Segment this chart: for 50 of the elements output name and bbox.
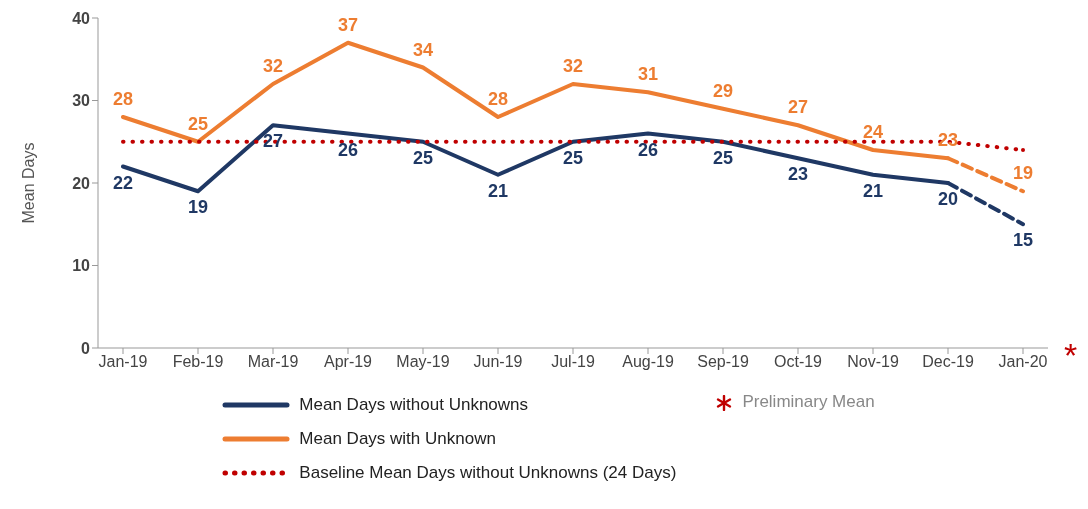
data-label: 28 [487, 89, 509, 109]
y-tick-label: 40 [72, 9, 91, 27]
x-tick-label: Sep-19 [697, 353, 749, 371]
y-tick-label: 20 [72, 174, 91, 192]
text: Preliminary Mean [742, 392, 875, 411]
data-label: 37 [337, 14, 359, 35]
data-label: 26 [337, 139, 359, 160]
data-label: 29 [712, 80, 734, 101]
data-label: 27 [262, 131, 284, 152]
legend-label: Mean Days with Unknown [299, 429, 496, 449]
data-label: 21 [862, 180, 884, 201]
legend-label: Baseline Mean Days without Unknowns (24 Days) [299, 463, 677, 483]
text: * [1064, 336, 1078, 374]
x-tick-label: Dec-19 [922, 353, 974, 371]
data-label: 21 [487, 180, 509, 201]
y-tick-label: 0 [81, 339, 91, 357]
x-tick-label: Mar-19 [247, 353, 299, 371]
legend-label: Mean Days without Unknowns [299, 395, 529, 415]
data-label: 22 [112, 172, 134, 193]
x-tick-label: Apr-19 [323, 353, 373, 371]
x-tick-label: Jul-19 [551, 353, 595, 371]
x-tick-label: Nov-19 [847, 353, 899, 371]
data-label: 27 [787, 97, 809, 118]
x-tick-label: Oct-19 [773, 353, 823, 371]
data-label: 25 [562, 147, 584, 168]
data-label: 19 [1012, 163, 1034, 184]
data-label: 31 [637, 64, 659, 85]
x-tick-label: Jan-19 [98, 353, 148, 371]
data-label: 28 [112, 89, 134, 109]
x-tick-label: Jan-20 [998, 353, 1048, 371]
y-tick-label: 30 [72, 92, 91, 110]
x-tick-label: Aug-19 [622, 353, 674, 371]
data-label: 23 [787, 164, 809, 185]
data-label: 23 [937, 130, 959, 151]
data-label: 19 [187, 197, 209, 218]
data-label: 24 [862, 122, 884, 142]
x-tick-label: Jun-19 [473, 353, 523, 371]
data-label: 34 [412, 39, 434, 60]
x-tick-label: Feb-19 [172, 353, 224, 371]
x-tick-label: May-19 [396, 353, 450, 371]
data-label: 32 [262, 56, 284, 76]
data-label: 15 [1012, 230, 1034, 251]
data-label: 32 [562, 56, 584, 76]
y-tick-label: 10 [72, 257, 91, 275]
data-label: 20 [937, 189, 959, 209]
y-axis-title: Mean Days [19, 142, 37, 224]
data-label: 26 [637, 139, 659, 160]
data-label: 25 [187, 113, 209, 134]
data-label: 25 [712, 147, 734, 168]
data-label: 25 [412, 147, 434, 168]
